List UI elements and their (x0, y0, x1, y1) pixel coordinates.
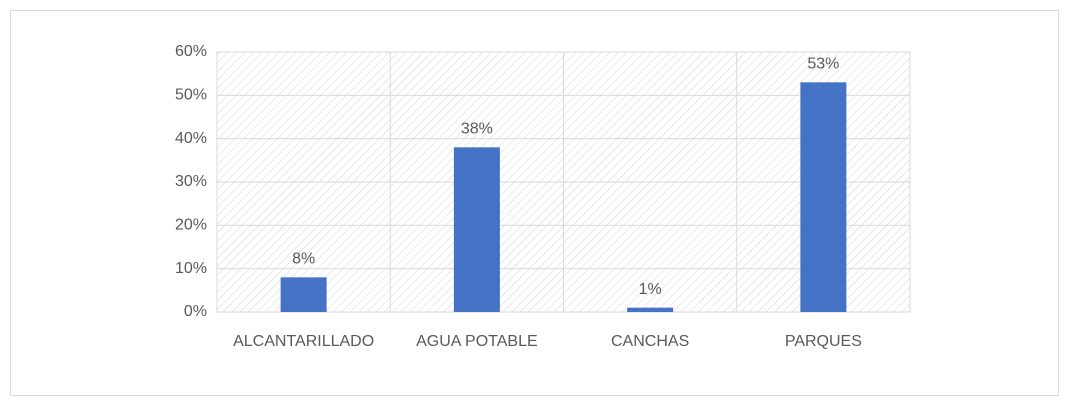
data-label: 8% (292, 251, 315, 268)
data-label: 38% (461, 121, 493, 138)
y-tick-label: 40% (175, 130, 207, 147)
y-tick-label: 0% (184, 303, 207, 320)
x-tick-label: CANCHAS (611, 333, 689, 350)
x-tick-label: AGUA POTABLE (416, 333, 538, 350)
data-label: 53% (807, 56, 839, 73)
x-tick-label: PARQUES (785, 333, 862, 350)
y-tick-label: 20% (175, 217, 207, 234)
y-tick-label: 60% (175, 43, 207, 60)
y-tick-label: 10% (175, 260, 207, 277)
y-tick-label: 30% (175, 173, 207, 190)
bar (800, 82, 847, 312)
y-tick-label: 50% (175, 87, 207, 104)
bar (280, 277, 327, 312)
x-tick-label: ALCANTARILLADO (233, 333, 374, 350)
data-label: 1% (639, 281, 662, 298)
bar (627, 307, 674, 312)
bar (453, 147, 500, 312)
